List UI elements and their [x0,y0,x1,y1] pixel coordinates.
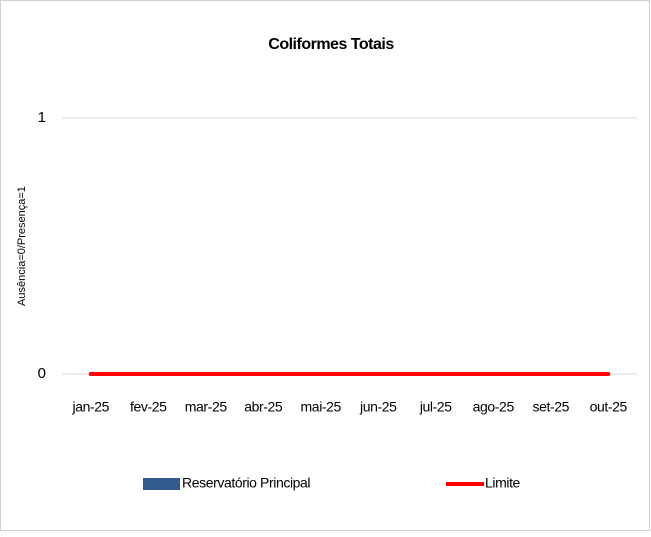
x-tick-label: mai-25 [301,399,342,415]
y-tick-label: 0 [38,365,46,382]
legend-swatch [143,478,180,490]
chart-title: Coliformes Totais [268,36,394,53]
legend-label: Limite [485,475,521,491]
x-tick-label: fev-25 [130,399,167,415]
legend-label: Reservatório Principal [182,475,310,491]
x-tick-label: ago-25 [473,399,515,415]
y-tick-label: 1 [38,109,46,126]
x-tick-label: abr-25 [244,399,283,415]
x-tick-label: out-25 [590,399,628,415]
x-tick-label: jul-25 [419,399,452,415]
x-tick-label: set-25 [532,399,569,415]
x-tick-label: mar-25 [185,399,228,415]
x-tick-label: jun-25 [359,399,397,415]
y-axis-label: Ausência=0/Presença=1 [16,186,28,306]
x-tick-label: jan-25 [71,399,109,415]
